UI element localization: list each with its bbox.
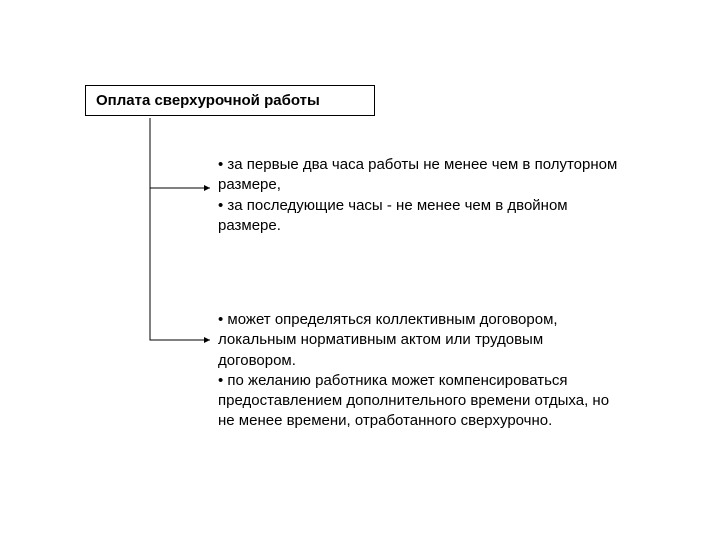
connector-lines bbox=[0, 0, 720, 540]
connector-2 bbox=[150, 118, 210, 340]
title-box: Оплата сверхурочной работы bbox=[85, 85, 375, 116]
connector-1 bbox=[150, 118, 210, 188]
bullet: • за последующие часы - не менее чем в д… bbox=[218, 196, 623, 237]
bullet: • за первые два часа работы не менее чем… bbox=[218, 155, 623, 196]
title-text: Оплата сверхурочной работы bbox=[96, 92, 320, 109]
bullet: • может определяться коллективным догово… bbox=[218, 310, 623, 371]
detail-block-2: • может определяться коллективным догово… bbox=[218, 310, 623, 432]
diagram-canvas: Оплата сверхурочной работы • за первые д… bbox=[0, 0, 720, 540]
bullet: • по желанию работника может компенсиров… bbox=[218, 371, 623, 432]
detail-block-1: • за первые два часа работы не менее чем… bbox=[218, 155, 623, 236]
